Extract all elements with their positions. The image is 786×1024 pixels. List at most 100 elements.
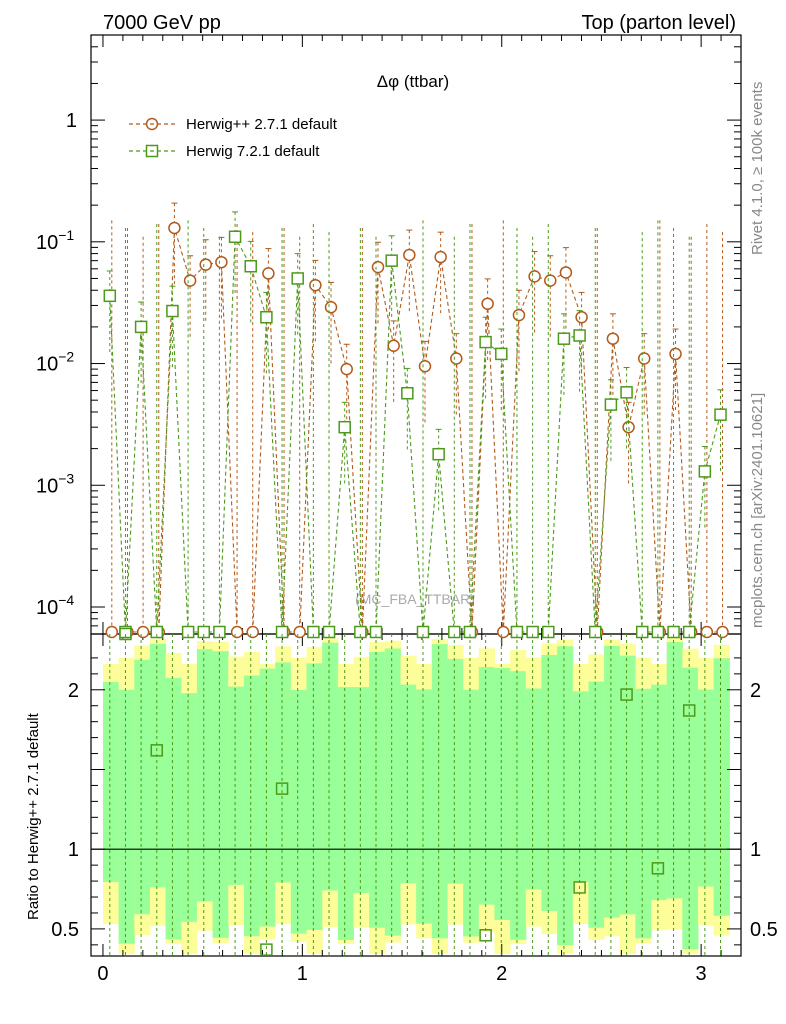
data-point-herwigpp xyxy=(512,308,526,322)
y-tick-exponent: −3 xyxy=(58,470,74,486)
ratio-band-green xyxy=(494,668,511,920)
data-point-herwigpp xyxy=(606,332,620,345)
ratio-point xyxy=(150,744,164,757)
ratio-y-tick-label: 1 xyxy=(68,839,79,861)
y-tick-label: 10−4 xyxy=(36,592,74,619)
ratio-band-green xyxy=(698,689,715,887)
data-point-herwig7 xyxy=(354,625,367,639)
ratio-band-green xyxy=(353,687,370,893)
series-line xyxy=(111,227,723,633)
data-point-herwigpp xyxy=(324,301,338,314)
data-point-herwigpp xyxy=(215,255,228,269)
ratio-band-green xyxy=(259,668,276,927)
legend: Herwig++ 2.7.1 default Herwig 7.2.1 defa… xyxy=(129,116,338,160)
legend-square-marker xyxy=(145,144,159,158)
data-point-herwig7 xyxy=(103,289,117,303)
ratio-band-green xyxy=(212,651,229,938)
ratio-point xyxy=(275,782,289,795)
ratio-band-green xyxy=(337,687,355,940)
data-point-herwig7 xyxy=(275,625,289,639)
ratio-panel-frame xyxy=(90,633,742,957)
data-point-herwigpp xyxy=(434,250,447,264)
ratio-band-green xyxy=(635,688,652,939)
ratio-band-green xyxy=(228,686,245,885)
data-point-herwigpp xyxy=(199,258,212,271)
ratio-band-green xyxy=(243,675,261,937)
data-point-herwigpp xyxy=(293,625,306,639)
data-point-herwig7 xyxy=(620,386,633,399)
rivet-label: Rivet 4.1.0, ≥ 100k events xyxy=(749,82,766,255)
ratio-band-green xyxy=(666,642,683,899)
data-point-herwig7 xyxy=(448,625,461,639)
data-point-herwigpp xyxy=(403,248,416,262)
data-point-herwig7 xyxy=(401,387,414,400)
data-point-herwigpp xyxy=(371,260,385,274)
data-point-herwigpp xyxy=(528,270,541,283)
data-point-herwig7 xyxy=(166,304,179,318)
ratio-band-green xyxy=(588,681,605,928)
y-tick-label: 1 xyxy=(66,110,77,132)
ratio-band-green xyxy=(275,662,292,883)
data-point-herwig7 xyxy=(244,259,257,273)
ratio-band-green xyxy=(322,642,339,891)
ratio-uncertainty-bands xyxy=(102,638,730,954)
y-tick-exponent: −1 xyxy=(58,227,74,243)
ratio-band-green xyxy=(572,691,589,883)
ratio-y-tick-label-right: 2 xyxy=(750,680,761,702)
ratio-y-tick-label-right: 0.5 xyxy=(750,919,778,941)
ratio-y-tick-label: 0.5 xyxy=(51,919,79,941)
data-point-herwig7 xyxy=(291,272,304,285)
data-point-herwig7 xyxy=(573,329,586,342)
data-point-herwig7 xyxy=(213,625,226,639)
data-point-herwig7 xyxy=(181,625,195,639)
ratio-band-green xyxy=(713,658,730,916)
ratio-band-green xyxy=(447,658,464,884)
data-point-herwigpp xyxy=(575,311,588,324)
data-point-herwigpp xyxy=(168,221,181,235)
ratio-point xyxy=(260,943,273,956)
data-point-herwigpp xyxy=(387,339,400,353)
ratio-band-green xyxy=(384,648,401,936)
data-point-herwig7 xyxy=(698,465,712,478)
ratio-band-green xyxy=(306,663,323,930)
data-point-herwig7 xyxy=(526,625,539,639)
legend-entry-herwigpp: Herwig++ 2.7.1 default xyxy=(186,116,338,133)
ratio-band-green xyxy=(369,651,386,928)
data-point-herwig7 xyxy=(542,625,555,639)
ratio-point xyxy=(119,627,132,641)
ratio-band-green xyxy=(478,666,495,905)
data-point-herwigpp xyxy=(669,347,682,361)
x-tick-label: 0 xyxy=(97,963,108,985)
data-point-herwigpp xyxy=(559,266,573,279)
ratio-band-green xyxy=(431,644,448,939)
ratio-band-green xyxy=(165,677,182,940)
data-point-herwigpp xyxy=(544,274,557,287)
ratio-point xyxy=(682,704,696,717)
ratio-band-green xyxy=(118,689,135,944)
data-point-herwig7 xyxy=(338,420,351,434)
data-point-herwig7 xyxy=(682,625,696,639)
data-point-herwigpp xyxy=(105,625,119,639)
data-point-herwigpp xyxy=(246,625,259,639)
ratio-band-green xyxy=(510,671,527,940)
data-point-herwig7 xyxy=(416,625,430,639)
data-point-herwig7 xyxy=(260,311,273,324)
data-point-herwig7 xyxy=(134,320,148,334)
data-point-herwig7 xyxy=(385,254,398,267)
y-tick-label: 10−1 xyxy=(36,227,74,254)
y-tick-exponent: −2 xyxy=(58,349,74,365)
ratio-ylabel: Ratio to Herwig++ 2.7.1 default xyxy=(25,712,42,920)
ratio-point xyxy=(479,929,492,942)
data-point-herwig7 xyxy=(369,625,383,639)
legend-circle-marker xyxy=(145,117,159,131)
ratio-band-green xyxy=(102,682,120,882)
data-point-herwig7 xyxy=(714,408,727,421)
data-point-herwigpp xyxy=(340,362,353,376)
data-point-herwigpp xyxy=(262,267,275,280)
x-tick-label: 3 xyxy=(696,963,707,985)
ratio-layer xyxy=(109,627,722,956)
ratio-band-green xyxy=(682,667,699,950)
ratio-y-tick-label-right: 1 xyxy=(750,839,761,861)
ratio-band-green xyxy=(525,688,542,890)
